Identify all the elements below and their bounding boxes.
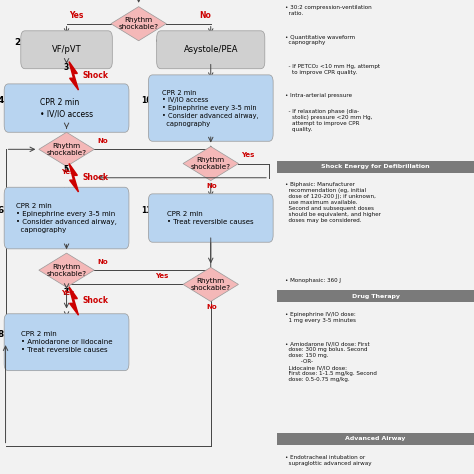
FancyBboxPatch shape bbox=[4, 314, 129, 371]
Text: Rhythm
shockable?: Rhythm shockable? bbox=[118, 17, 159, 30]
Polygon shape bbox=[39, 253, 94, 287]
Polygon shape bbox=[183, 267, 238, 301]
Text: • Biphasic: Manufacturer
  recommendation (eg, initial
  dose of 120-200 J); if : • Biphasic: Manufacturer recommendation … bbox=[285, 182, 381, 223]
Text: Asystole/PEA: Asystole/PEA bbox=[183, 46, 238, 54]
Text: • Epinephrine IV/IO dose:
  1 mg every 3-5 minutes: • Epinephrine IV/IO dose: 1 mg every 3-5… bbox=[285, 312, 356, 323]
Text: 11: 11 bbox=[141, 206, 152, 215]
Text: 4: 4 bbox=[0, 96, 4, 105]
Text: 5: 5 bbox=[64, 164, 69, 173]
FancyBboxPatch shape bbox=[277, 161, 474, 173]
Text: Advanced Airway: Advanced Airway bbox=[346, 437, 406, 441]
Text: No: No bbox=[97, 138, 108, 144]
Polygon shape bbox=[69, 62, 79, 90]
FancyBboxPatch shape bbox=[277, 290, 474, 302]
Text: Shock: Shock bbox=[82, 72, 109, 80]
Text: Yes: Yes bbox=[61, 169, 74, 175]
Text: CPR 2 min
• IV/IO access: CPR 2 min • IV/IO access bbox=[40, 98, 93, 118]
Text: Rhythm
shockable?: Rhythm shockable? bbox=[191, 278, 231, 291]
Text: Yes: Yes bbox=[241, 152, 255, 158]
Text: • Quantitative waveform
  capnography: • Quantitative waveform capnography bbox=[285, 34, 356, 45]
Text: • Endotracheal intubation or
  supraglottic advanced airway: • Endotracheal intubation or supraglotti… bbox=[285, 455, 372, 465]
Text: VF/pVT: VF/pVT bbox=[52, 46, 82, 54]
Polygon shape bbox=[39, 132, 94, 166]
Text: • Monophasic: 360 J: • Monophasic: 360 J bbox=[285, 278, 341, 283]
FancyBboxPatch shape bbox=[157, 31, 265, 69]
Text: • Amiodarone IV/IO dose: First
  dose: 300 mg bolus. Second
  dose: 150 mg.
    : • Amiodarone IV/IO dose: First dose: 300… bbox=[285, 341, 377, 382]
Polygon shape bbox=[69, 287, 79, 315]
Text: CPR 2 min
• Epinephrine every 3-5 min
• Consider advanced airway,
  capnography: CPR 2 min • Epinephrine every 3-5 min • … bbox=[16, 203, 117, 233]
Text: 9: 9 bbox=[155, 38, 162, 47]
FancyBboxPatch shape bbox=[21, 31, 112, 69]
Text: No: No bbox=[200, 10, 211, 19]
Text: Rhythm
shockable?: Rhythm shockable? bbox=[46, 143, 87, 156]
Polygon shape bbox=[111, 7, 166, 41]
Text: - If PETCO₂ <10 mm Hg, attempt
    to improve CPR quality.: - If PETCO₂ <10 mm Hg, attempt to improv… bbox=[285, 64, 380, 74]
FancyBboxPatch shape bbox=[4, 187, 129, 249]
Polygon shape bbox=[69, 164, 79, 192]
Text: No: No bbox=[207, 304, 218, 310]
Text: 3: 3 bbox=[64, 63, 69, 72]
Text: CPR 2 min
• Treat reversible causes: CPR 2 min • Treat reversible causes bbox=[167, 211, 254, 225]
Polygon shape bbox=[183, 146, 238, 181]
Text: Yes: Yes bbox=[61, 290, 74, 296]
Text: 6: 6 bbox=[0, 206, 3, 215]
Text: 10: 10 bbox=[141, 96, 152, 105]
FancyBboxPatch shape bbox=[148, 75, 273, 141]
Text: - If relaxation phase (dia-
    stolic) pressure <20 mm Hg,
    attempt to impro: - If relaxation phase (dia- stolic) pres… bbox=[285, 109, 373, 132]
Text: CPR 2 min
• Amiodarone or lidocaine
• Treat reversible causes: CPR 2 min • Amiodarone or lidocaine • Tr… bbox=[21, 331, 112, 353]
Text: Drug Therapy: Drug Therapy bbox=[352, 294, 400, 299]
Text: Shock Energy for Defibrillation: Shock Energy for Defibrillation bbox=[321, 164, 430, 169]
Text: No: No bbox=[97, 259, 108, 265]
Text: Yes: Yes bbox=[155, 273, 169, 279]
Text: No: No bbox=[207, 183, 218, 189]
Text: • 30:2 compression-ventilation
  ratio.: • 30:2 compression-ventilation ratio. bbox=[285, 5, 372, 16]
Text: 2: 2 bbox=[14, 38, 20, 47]
Text: Rhythm
shockable?: Rhythm shockable? bbox=[191, 157, 231, 170]
Text: 8: 8 bbox=[0, 330, 3, 339]
FancyBboxPatch shape bbox=[277, 433, 474, 445]
Text: Yes: Yes bbox=[69, 10, 84, 19]
FancyBboxPatch shape bbox=[4, 84, 129, 132]
FancyBboxPatch shape bbox=[148, 194, 273, 242]
Text: Shock: Shock bbox=[82, 173, 109, 182]
Text: CPR 2 min
• IV/IO access
• Epinephrine every 3-5 min
• Consider advanced airway,: CPR 2 min • IV/IO access • Epinephrine e… bbox=[163, 90, 259, 127]
Text: • Intra-arterial pressure: • Intra-arterial pressure bbox=[285, 93, 352, 98]
Text: 7: 7 bbox=[64, 288, 69, 297]
Text: Shock: Shock bbox=[82, 297, 109, 305]
Text: Rhythm
shockable?: Rhythm shockable? bbox=[46, 264, 87, 277]
